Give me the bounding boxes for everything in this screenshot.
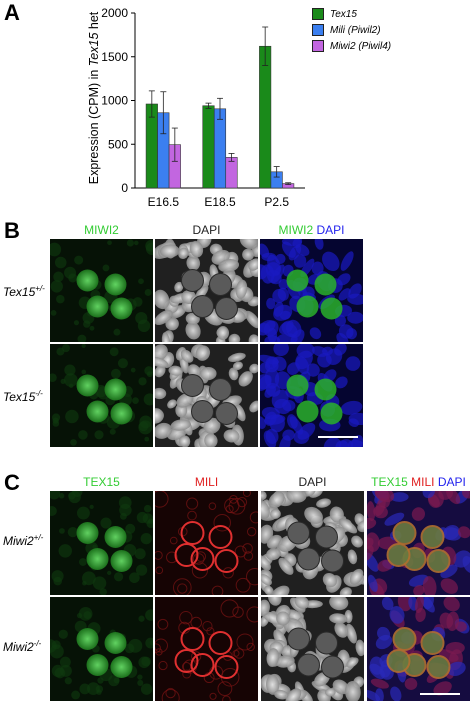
micrograph-merge-bg [260,344,363,447]
x-tick-label: E16.5 [148,195,180,209]
legend-label: Miwi2 (Piwil4) [330,40,392,52]
column-title-part: MIWI2 [84,223,119,237]
column-title: MIWI2 DAPI [260,223,363,237]
bar [202,105,215,189]
legend-label: Mili (Piwil2) [330,24,381,36]
micrograph-merge-bg [260,239,363,342]
micrograph-red [155,491,258,595]
legend-item: Miwi2 (Piwil4) [312,38,391,54]
legend-item: Mili (Piwil2) [312,22,391,38]
column-title-part: TEX15 [83,475,120,489]
y-tick-label: 0 [121,181,128,195]
scale-bar [318,436,358,438]
column-title: TEX15 [50,475,153,489]
column-title: MIWI2 [50,223,153,237]
genotype-superscript: +/- [35,284,45,293]
micrograph-merge-rgb [367,597,470,701]
genotype-label: Miwi2-/- [3,639,41,654]
legend-swatch [312,24,324,36]
legend-item: Tex15 [312,6,391,22]
bar [259,45,272,189]
gene-name: Miwi2 [3,640,34,654]
column-title: TEX15 MILI DAPI [364,475,473,489]
y-tick-label: 500 [108,137,128,151]
panel-label-b: B [4,218,20,243]
panel-label-c: C [4,470,20,495]
column-title-part: DAPI [434,475,466,489]
genotype-label: Tex15-/- [3,389,43,404]
micrograph-merge-rgb [367,491,470,595]
column-title: MILI [155,475,258,489]
genotype-superscript: +/- [33,533,44,542]
column-title-part: DAPI [192,223,221,237]
micrograph-green [50,344,153,447]
genotype-superscript: -/- [35,389,43,398]
y-tick-label: 1000 [101,94,128,108]
micrograph-dapi [155,344,258,447]
column-title-part: MIWI2 [278,223,314,237]
chart-axes: 0 500 1000 1500 2000 E16.5 E18.5 P2.5 [101,6,305,209]
x-tick-label: P2.5 [264,195,289,209]
genotype-label: Tex15+/- [3,284,45,299]
y-tick-label: 2000 [101,6,128,20]
chart-legend: Tex15 Mili (Piwil2) Miwi2 (Piwil4) [312,6,391,54]
gene-name: Tex15 [3,390,36,404]
micrograph-dapi [261,491,364,595]
micrograph-green [50,491,153,595]
legend-swatch [312,40,324,52]
chart-bars [145,26,295,189]
genotype-superscript: -/- [33,639,42,648]
column-title-part: MILI [407,475,435,489]
column-title: DAPI [155,223,258,237]
bar [225,157,238,189]
gene-name: Miwi2 [3,534,34,548]
gene-name: Tex15 [3,285,36,299]
bar [213,108,227,189]
micrograph-green [50,239,153,342]
column-title-part: MILI [194,475,219,489]
genotype-label: Miwi2+/- [3,533,43,548]
column-title: DAPI [261,475,364,489]
micrograph-red [155,597,258,701]
column-title-part: TEX15 [371,475,408,489]
micrograph-green [50,597,153,701]
micrograph-dapi [155,239,258,342]
column-title-part: DAPI [313,223,345,237]
y-tick-label: 1500 [101,50,128,64]
scale-bar [420,693,460,695]
column-title-part: DAPI [298,475,327,489]
y-axis-label: Expression (CPM) in Tex15 het [87,11,101,184]
bar-chart: 0 500 1000 1500 2000 E16.5 E18.5 P2.5 Expressio… [87,6,305,209]
micrograph-dapi [261,597,364,701]
legend-swatch [312,8,324,20]
panel-label-a: A [4,0,20,25]
x-tick-label: E18.5 [204,195,236,209]
legend-label: Tex15 [330,8,357,20]
